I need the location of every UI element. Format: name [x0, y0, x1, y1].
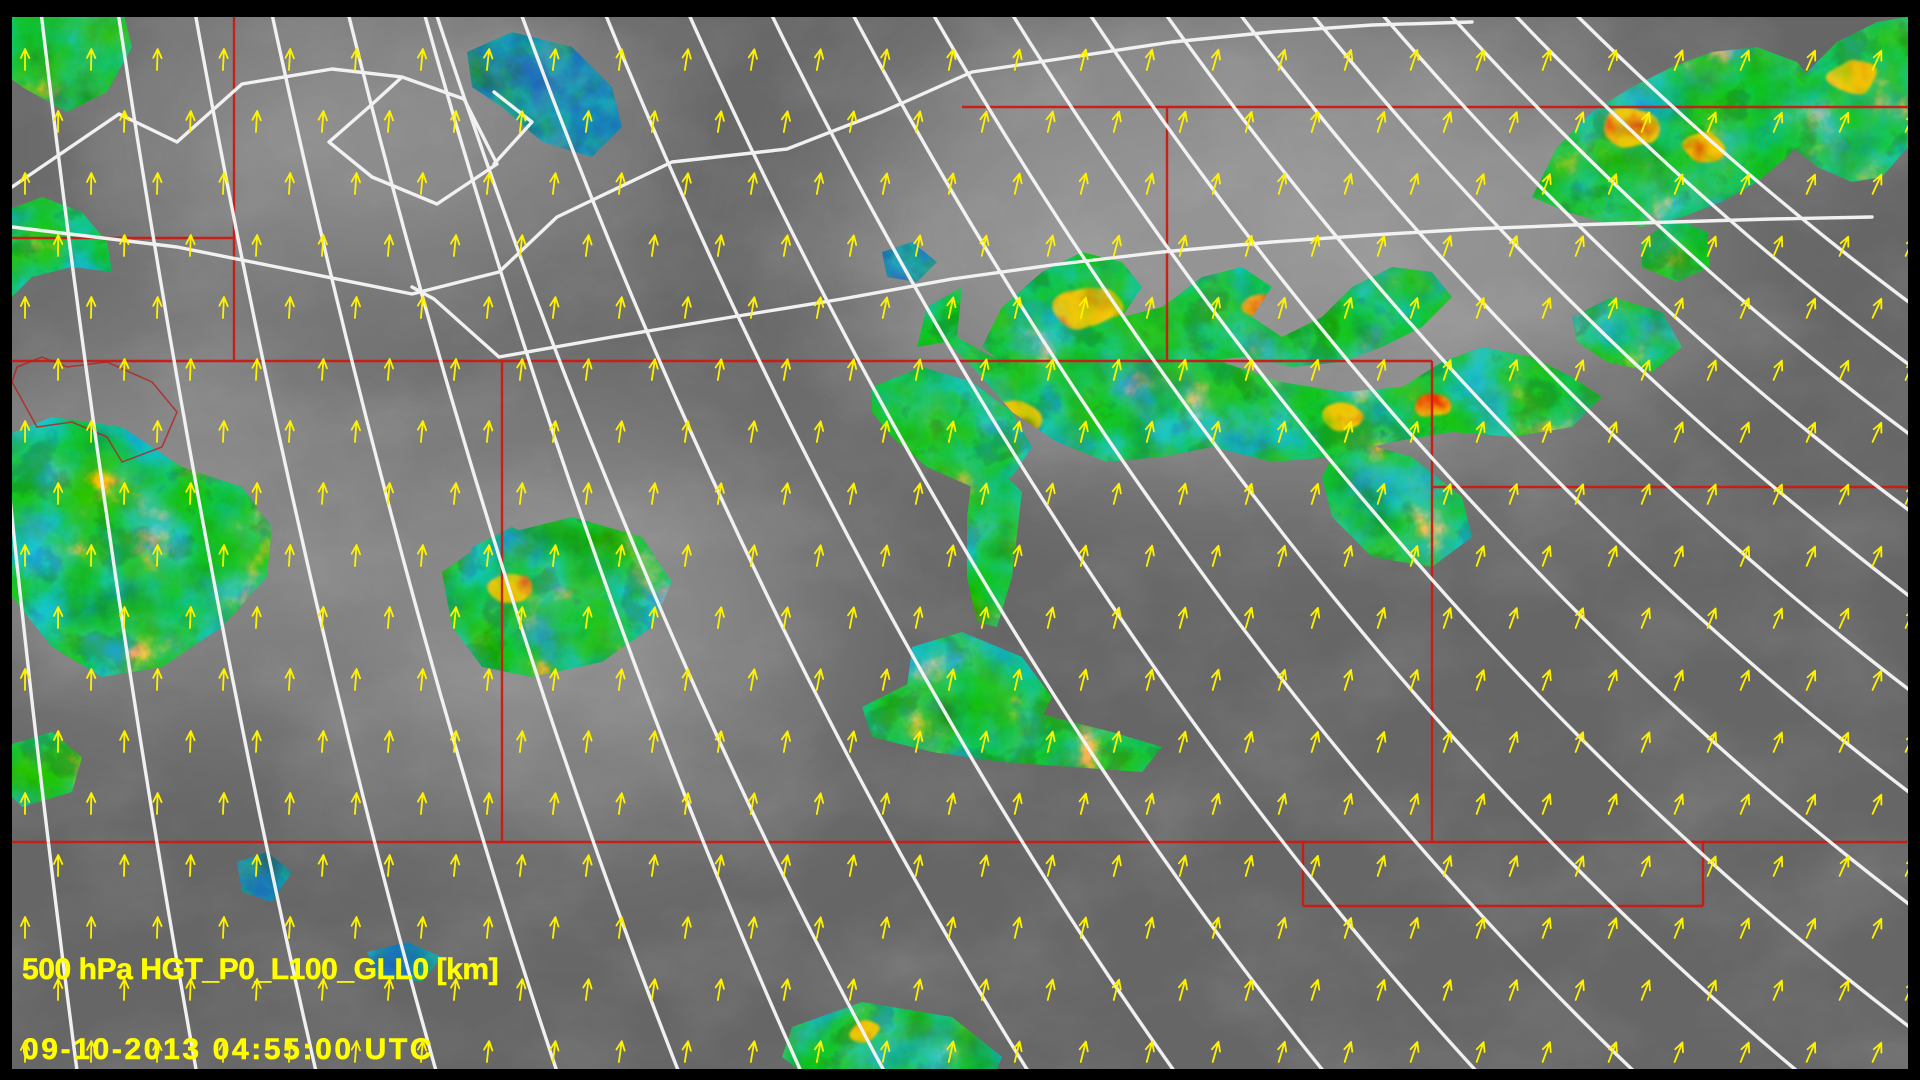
svg-text:500 hPa HGT_P0_L100_GLL0 [km]: 500 hPa HGT_P0_L100_GLL0 [km]	[22, 953, 499, 986]
